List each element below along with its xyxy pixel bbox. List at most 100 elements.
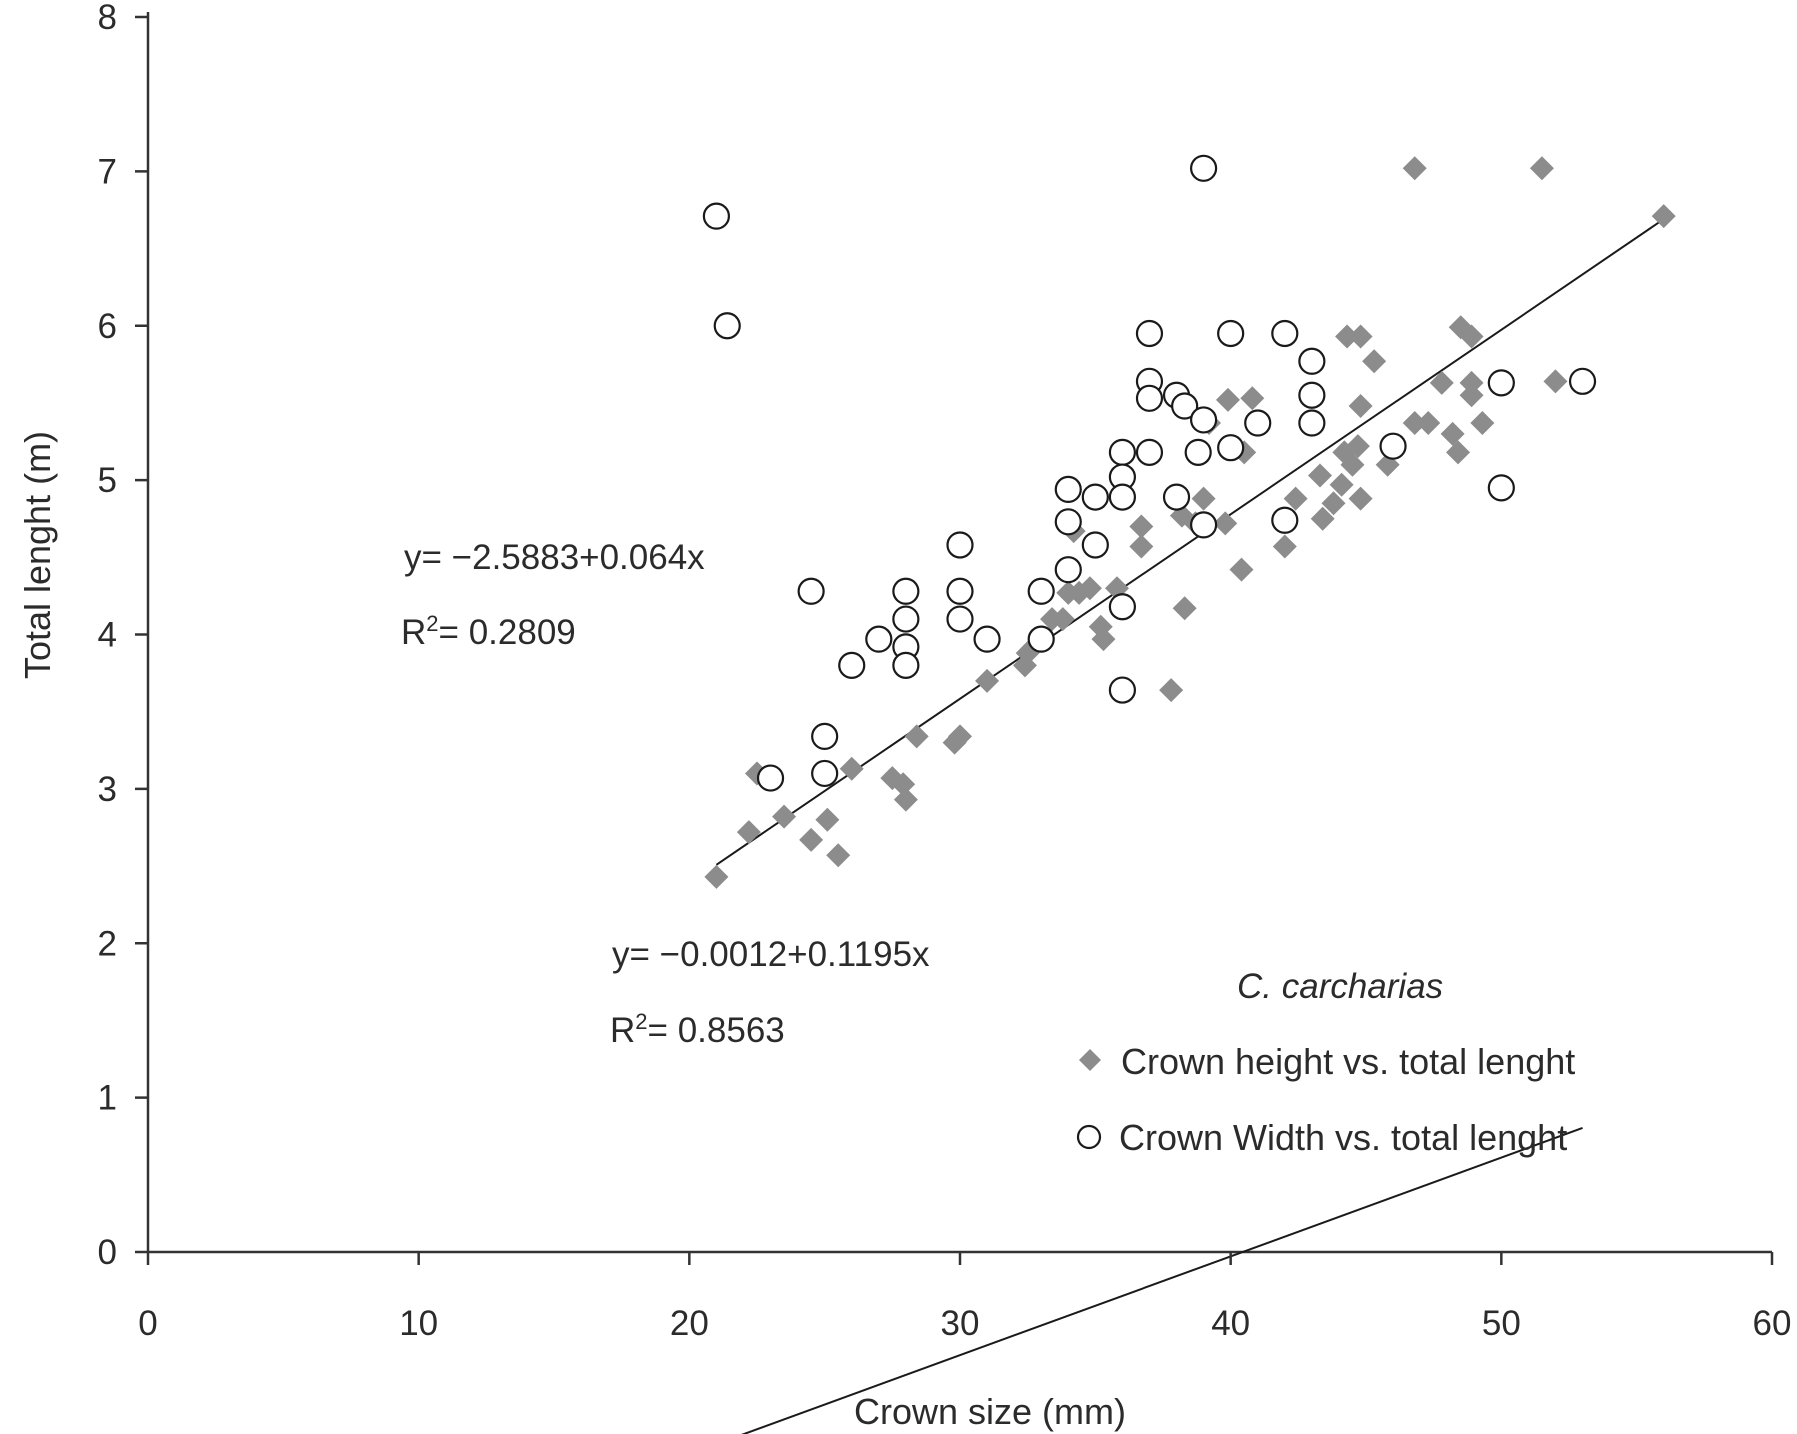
crown-height-point [1402,411,1427,436]
crown-width-point [1135,319,1164,348]
crown-height-point [1129,534,1154,559]
legend-entry-crown-height: Crown height vs. total lenght [1121,1041,1575,1082]
crown-width-point [1244,409,1272,437]
crown-height-point [815,807,840,832]
ticks: 0 10 20 30 40 50 60 0 1 2 3 4 5 6 7 8 [98,0,1792,1343]
crown-width-point [892,577,920,605]
crown-width-point [946,605,974,633]
crown-width-point [946,577,974,605]
height-r2-superscript: 2 [635,1009,647,1034]
crown-height-point [1416,411,1441,436]
y-tick-label: 2 [98,924,117,963]
legend-circle-marker [1076,1124,1102,1150]
crown-height-point [1429,370,1454,395]
crown-height-point [975,668,1000,693]
crown-height-point [736,820,761,845]
y-tick-label: 6 [98,307,117,346]
y-tick-label: 3 [98,770,117,809]
crown-height-point [1335,324,1360,349]
crown-height-point [1348,486,1373,511]
x-tick-label: 40 [1211,1304,1250,1343]
crown-height-point [1172,596,1197,621]
crown-width-point [865,625,893,653]
crown-width-point [1189,406,1218,434]
crown-height-point [1129,514,1154,539]
crown-width-point [1135,438,1164,466]
crown-width-point [1298,381,1326,409]
crown-height-point [1459,370,1484,395]
crown-height-point [1348,324,1373,349]
crown-height-point [1091,627,1116,652]
y-tick-label: 7 [98,152,117,191]
height-r2-value: = 0.8563 [648,1011,785,1050]
crown-width-point [1081,531,1109,559]
crown-width-point [1189,511,1218,539]
x-tick-label: 0 [138,1304,157,1343]
crown-width-point [892,605,920,633]
crown-height-point [704,864,729,889]
height-r-squared: R2= 0.8563 [610,1009,785,1050]
crown-width-point [1054,556,1082,584]
crown-height-point [1348,394,1373,419]
crown-width-point [1271,319,1299,348]
height-equation: y= −0.0012+0.1195x [612,935,930,974]
crown-width-point [1271,506,1299,534]
width-r2-prefix: R [401,613,426,652]
crown-width-series [702,154,1597,792]
crown-height-point [1459,383,1484,408]
crown-width-point [1054,508,1082,536]
crown-width-point [1217,319,1245,348]
crown-height-point [1402,156,1427,181]
crown-width-point [1081,483,1109,511]
crown-width-trendline [741,1126,1583,1434]
crown-width-point [1054,475,1082,503]
crown-width-point [1487,369,1515,397]
crown-width-point [1108,483,1137,511]
crown-width-point [756,764,785,792]
crown-height-point [1213,511,1238,536]
crown-height-point [1310,506,1335,531]
crown-width-point [1027,625,1055,653]
crown-height-series [704,156,1676,889]
width-r2-superscript: 2 [426,611,438,636]
crown-height-point [1240,386,1265,411]
crown-height-point [1307,463,1332,488]
y-tick-label: 5 [98,461,117,500]
crown-width-point [1487,474,1515,502]
x-tick-label: 30 [941,1304,980,1343]
crown-height-point [1229,557,1254,582]
crown-height-point [772,804,797,829]
crown-height-trendline [715,218,1665,866]
crown-height-point [1077,576,1102,601]
crown-width-point [892,651,920,679]
crown-height-point [799,827,824,852]
crown-width-point [1189,154,1218,182]
legend: C. carcharias Crown height vs. total len… [1076,967,1575,1158]
x-tick-label: 20 [670,1304,709,1343]
crown-height-point [1446,440,1471,465]
crown-height-point [1529,156,1554,181]
y-tick-label: 8 [98,0,117,37]
crown-width-point [1298,347,1326,375]
crown-height-point [826,843,851,868]
width-equation: y= −2.5883+0.064x [404,538,705,577]
trendlines [715,218,1665,1434]
crown-height-point [1459,324,1484,349]
crown-width-point [1568,367,1597,395]
crown-height-point [1543,369,1568,394]
crown-width-point [811,759,839,788]
x-axis-label: Crown size (mm) [854,1391,1126,1432]
crown-height-point [893,787,918,812]
crown-width-point [1171,392,1199,420]
crown-width-point [973,625,1001,653]
crown-width-point [811,722,839,750]
crown-height-point [1272,534,1297,559]
crown-height-point [1362,349,1387,374]
crown-width-point [1135,384,1164,412]
crown-height-point [1191,486,1216,511]
legend-entry-crown-width: Crown Width vs. total lenght [1119,1117,1567,1158]
x-tick-label: 10 [399,1304,438,1343]
crown-width-point [702,202,731,230]
crown-width-point [1027,577,1055,605]
